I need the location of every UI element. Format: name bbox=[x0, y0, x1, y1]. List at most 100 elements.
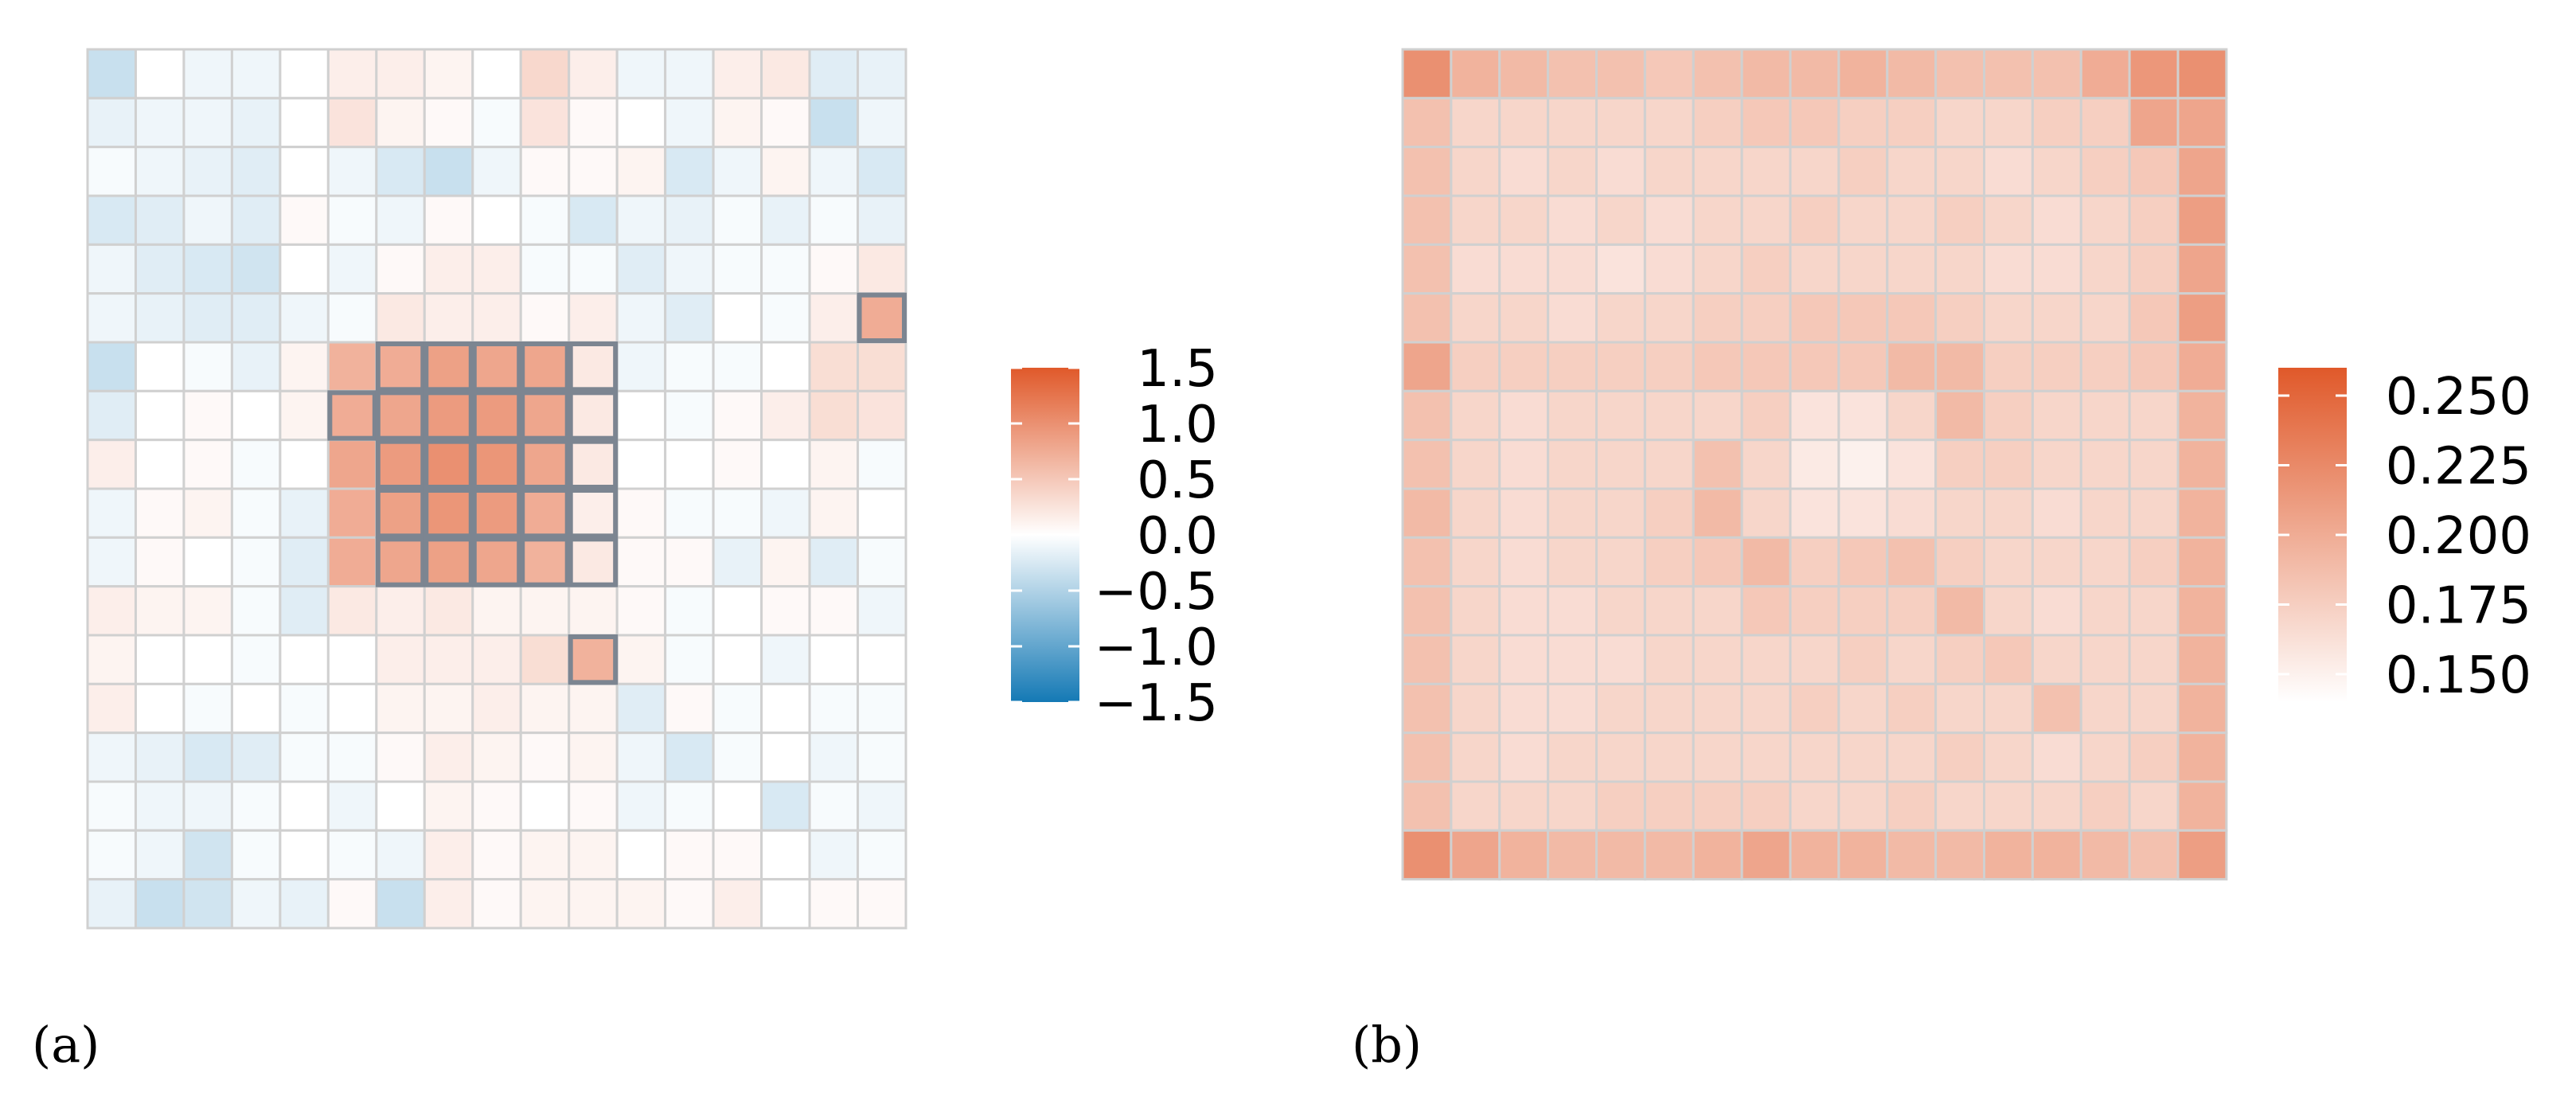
heatmap-a-cell bbox=[326, 634, 378, 685]
heatmap-b-cell bbox=[1692, 194, 1743, 246]
heatmap-a-cell bbox=[326, 585, 378, 637]
heatmap-b-cell bbox=[1692, 243, 1743, 295]
heatmap-b-cell bbox=[2128, 829, 2180, 881]
heatmap-a-cell bbox=[86, 341, 137, 392]
heatmap-a-cell bbox=[326, 439, 378, 490]
heatmap-a-cell bbox=[760, 585, 811, 637]
heatmap-b-cell bbox=[2176, 389, 2228, 442]
heatmap-a-cell bbox=[326, 243, 378, 295]
heatmap-a-cell bbox=[230, 536, 282, 588]
heatmap-a-cell bbox=[615, 829, 667, 881]
heatmap-a-cell bbox=[182, 634, 233, 685]
heatmap-a-cell bbox=[86, 634, 137, 685]
heatmap-b-cell bbox=[2031, 487, 2082, 539]
highlighted-cell-outline bbox=[327, 390, 377, 441]
heatmap-a-cell bbox=[326, 487, 378, 539]
heatmap-a-cell bbox=[519, 780, 571, 832]
heatmap-a-cell bbox=[857, 682, 907, 735]
heatmap-b-cell bbox=[1692, 146, 1743, 197]
heatmap-a-cell bbox=[471, 634, 522, 685]
heatmap-a-cell bbox=[182, 389, 233, 442]
heatmap-a-cell bbox=[712, 439, 763, 490]
colorbar-a: 1.51.00.50.0−0.5−1.0−1.5 bbox=[1011, 340, 1218, 733]
heatmap-a-cell bbox=[712, 878, 763, 930]
heatmap-b-cell bbox=[2176, 829, 2228, 881]
heatmap-b-cell bbox=[1740, 389, 1792, 442]
heatmap-a-cell bbox=[375, 146, 426, 197]
heatmap-a-cell bbox=[86, 585, 137, 637]
heatmap-b-cell bbox=[1595, 243, 1646, 295]
heatmap-b-cell bbox=[2128, 536, 2180, 588]
heatmap-b-cell bbox=[1934, 96, 1985, 149]
heatmap-a-cell bbox=[808, 292, 860, 344]
heatmap-b-cell bbox=[1643, 341, 1695, 392]
heatmap-a-cell bbox=[86, 194, 137, 246]
heatmap-a-cell bbox=[182, 780, 233, 832]
heatmap-b-cell bbox=[1450, 439, 1501, 490]
heatmap-b-cell bbox=[1450, 194, 1501, 246]
heatmap-b-cell bbox=[1643, 243, 1695, 295]
heatmap-b-cell bbox=[1692, 536, 1743, 588]
heatmap-b-cell bbox=[1401, 682, 1453, 735]
heatmap-b-cell bbox=[1498, 96, 1550, 149]
heatmap-a-cell bbox=[760, 389, 811, 442]
heatmap-b-cell bbox=[1789, 48, 1840, 99]
heatmap-a-cell bbox=[712, 634, 763, 685]
heatmap-b-cell bbox=[1643, 389, 1695, 442]
heatmap-a-cell bbox=[857, 878, 907, 930]
heatmap-b-cell bbox=[1401, 536, 1453, 588]
heatmap-a-cell bbox=[808, 878, 860, 930]
heatmap-b-cell bbox=[1983, 243, 2034, 295]
heatmap-a-cell bbox=[279, 682, 330, 735]
heatmap-b-cell bbox=[2176, 48, 2228, 99]
heatmap-b-cell bbox=[1498, 48, 1550, 99]
heatmap-a-cell bbox=[375, 243, 426, 295]
heatmap-a-cell bbox=[279, 439, 330, 490]
heatmap-a-cell bbox=[712, 146, 763, 197]
heatmap-b-cell bbox=[1692, 389, 1743, 442]
heatmap-a-cell bbox=[760, 536, 811, 588]
heatmap-a-cell bbox=[664, 439, 715, 490]
heatmap-b-cell bbox=[1498, 634, 1550, 685]
heatmap-b-cell bbox=[1595, 389, 1646, 442]
heatmap-a-cell bbox=[568, 341, 619, 392]
heatmap-a-cell bbox=[760, 194, 811, 246]
heatmap-b-cell bbox=[1498, 780, 1550, 832]
heatmap-a-cell bbox=[86, 439, 137, 490]
heatmap-b-cell bbox=[1837, 536, 1889, 588]
heatmap-a-cell bbox=[375, 48, 426, 99]
heatmap-b-cell bbox=[1547, 585, 1598, 637]
heatmap-b-cell bbox=[2079, 585, 2131, 637]
heatmap-b-cell bbox=[1740, 243, 1792, 295]
heatmap-a-cell bbox=[808, 634, 860, 685]
heatmap-a-cell bbox=[519, 439, 571, 490]
heatmap-b-cell bbox=[1983, 341, 2034, 392]
heatmap-a-cell bbox=[712, 96, 763, 149]
heatmap-a-cell bbox=[857, 146, 907, 197]
heatmap-b-cell bbox=[1401, 341, 1453, 392]
heatmap-b-cell bbox=[1789, 292, 1840, 344]
heatmap-b-cell bbox=[1450, 732, 1501, 783]
heatmap-a-cell bbox=[86, 96, 137, 149]
heatmap-a-cell bbox=[712, 48, 763, 99]
highlighted-cell-outline bbox=[471, 341, 522, 392]
heatmap-a-cell bbox=[712, 780, 763, 832]
heatmap-a-cell bbox=[615, 243, 667, 295]
heatmap-b-cell bbox=[1643, 487, 1695, 539]
heatmap-b-cell bbox=[1740, 194, 1792, 246]
heatmap-b-cell bbox=[2079, 780, 2131, 832]
heatmap-b-cell bbox=[1692, 682, 1743, 735]
heatmap-a-cell bbox=[519, 389, 571, 442]
heatmap-b-cell bbox=[1498, 341, 1550, 392]
heatmap-b-cell bbox=[1692, 487, 1743, 539]
heatmap-b-cell bbox=[1837, 634, 1889, 685]
highlighted-cell-outline bbox=[471, 488, 522, 539]
heatmap-b-cell bbox=[2128, 292, 2180, 344]
heatmap-a-cell bbox=[230, 341, 282, 392]
heatmap-a-cell bbox=[182, 682, 233, 735]
heatmap-a-cell bbox=[134, 96, 185, 149]
heatmap-a-cell bbox=[182, 878, 233, 930]
heatmap-b-cell bbox=[2079, 194, 2131, 246]
heatmap-b-cell bbox=[1547, 389, 1598, 442]
heatmap-a-cell bbox=[664, 146, 715, 197]
